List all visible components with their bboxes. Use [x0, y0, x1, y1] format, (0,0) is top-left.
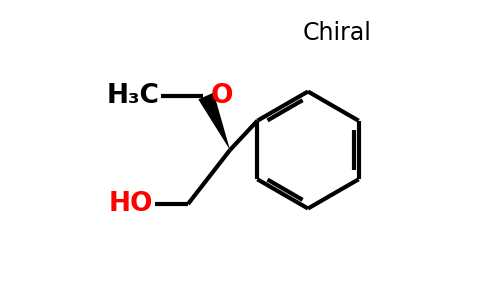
Text: O: O [211, 83, 233, 109]
Text: H₃C: H₃C [106, 83, 160, 109]
Text: Chiral: Chiral [302, 21, 371, 45]
Polygon shape [198, 93, 230, 150]
Text: HO: HO [109, 191, 153, 217]
